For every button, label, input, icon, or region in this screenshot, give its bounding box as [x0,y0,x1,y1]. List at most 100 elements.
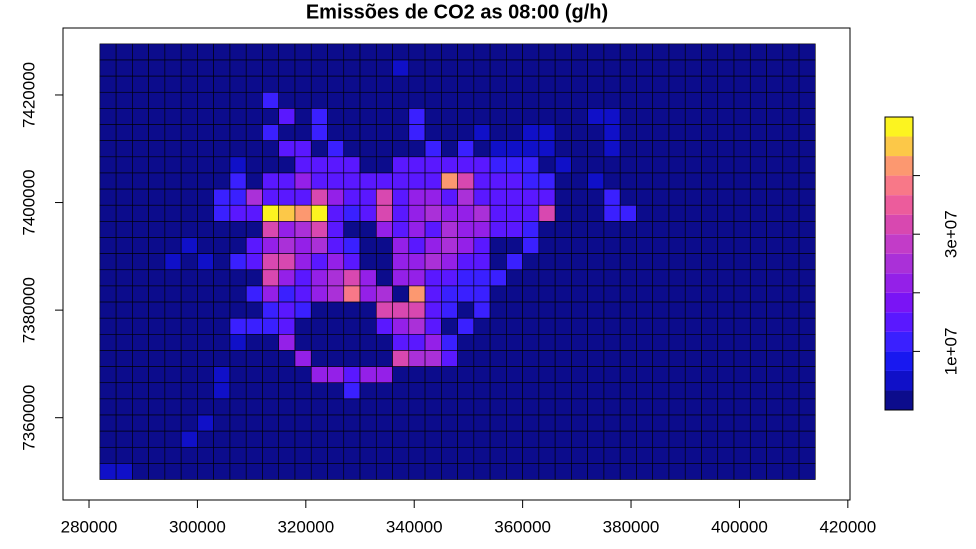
cell [180,350,198,367]
cell [619,446,637,464]
cell [245,398,263,416]
cell [587,59,605,77]
cell [359,91,377,109]
cell [441,124,458,141]
cell [782,446,800,464]
cell [733,172,751,190]
cell [603,285,621,303]
cell [343,237,361,254]
cell [749,172,767,190]
cell [619,59,637,77]
cell [197,463,214,480]
cell [441,463,458,480]
cell [554,91,572,109]
cell [148,59,166,77]
cell [766,237,784,254]
cell [652,237,670,254]
cell [164,91,182,109]
cell [294,269,312,287]
cell [327,430,345,448]
cell [733,140,751,158]
cell [733,253,751,271]
cell [489,221,507,238]
cell [375,463,393,480]
cell [668,75,686,93]
cell [717,350,735,367]
cell [717,366,735,384]
cell [457,59,475,77]
cell [424,350,442,367]
cell [327,446,345,464]
cell [652,285,670,303]
cell [766,204,784,222]
y-tick-label: 7420000 [19,62,38,128]
cell [684,269,702,287]
cell [229,221,247,238]
cell [408,156,426,174]
cell [603,350,621,367]
cell [310,91,328,109]
cell [424,188,442,206]
cell [441,91,458,109]
cell [457,269,475,287]
cell [441,43,458,61]
cell [668,382,686,400]
cell [359,301,377,319]
cell [392,446,410,464]
cell [684,285,702,303]
cell [132,301,149,319]
cell [603,269,621,287]
cell [229,237,247,254]
cell [733,382,751,400]
cell [684,253,702,271]
cell [197,366,214,384]
cell [636,188,654,206]
cell [522,446,540,464]
cell [164,253,182,271]
cell [603,75,621,93]
cell [343,414,361,432]
cell [392,188,410,206]
cell [782,75,800,93]
cell [213,398,231,416]
cell [538,156,556,174]
cell [587,124,605,141]
cell [733,124,751,141]
colorbar-bin [885,117,913,137]
cell [343,334,361,351]
cell [668,188,686,206]
cell [408,463,426,480]
cell [180,253,198,271]
cell [489,253,507,271]
cell [375,204,393,222]
cell [668,366,686,384]
cell [375,301,393,319]
cell [164,237,182,254]
cell [587,156,605,174]
cell [522,75,540,93]
cell [132,188,149,206]
cell [554,350,572,367]
cell [798,188,816,206]
cell [132,172,149,190]
cell [473,414,491,432]
cell [571,108,588,125]
cell [310,285,328,303]
cell [587,334,605,351]
cell [115,75,133,93]
cell [782,269,800,287]
cell [262,301,280,319]
cell [457,156,475,174]
cell [538,446,556,464]
cell [294,172,312,190]
cell [766,463,784,480]
cell [782,382,800,400]
cell [798,140,816,158]
cell [538,91,556,109]
cell [375,350,393,367]
cell [278,301,296,319]
cell [506,156,523,174]
cell [733,221,751,238]
cell [197,301,214,319]
cell [392,253,410,271]
